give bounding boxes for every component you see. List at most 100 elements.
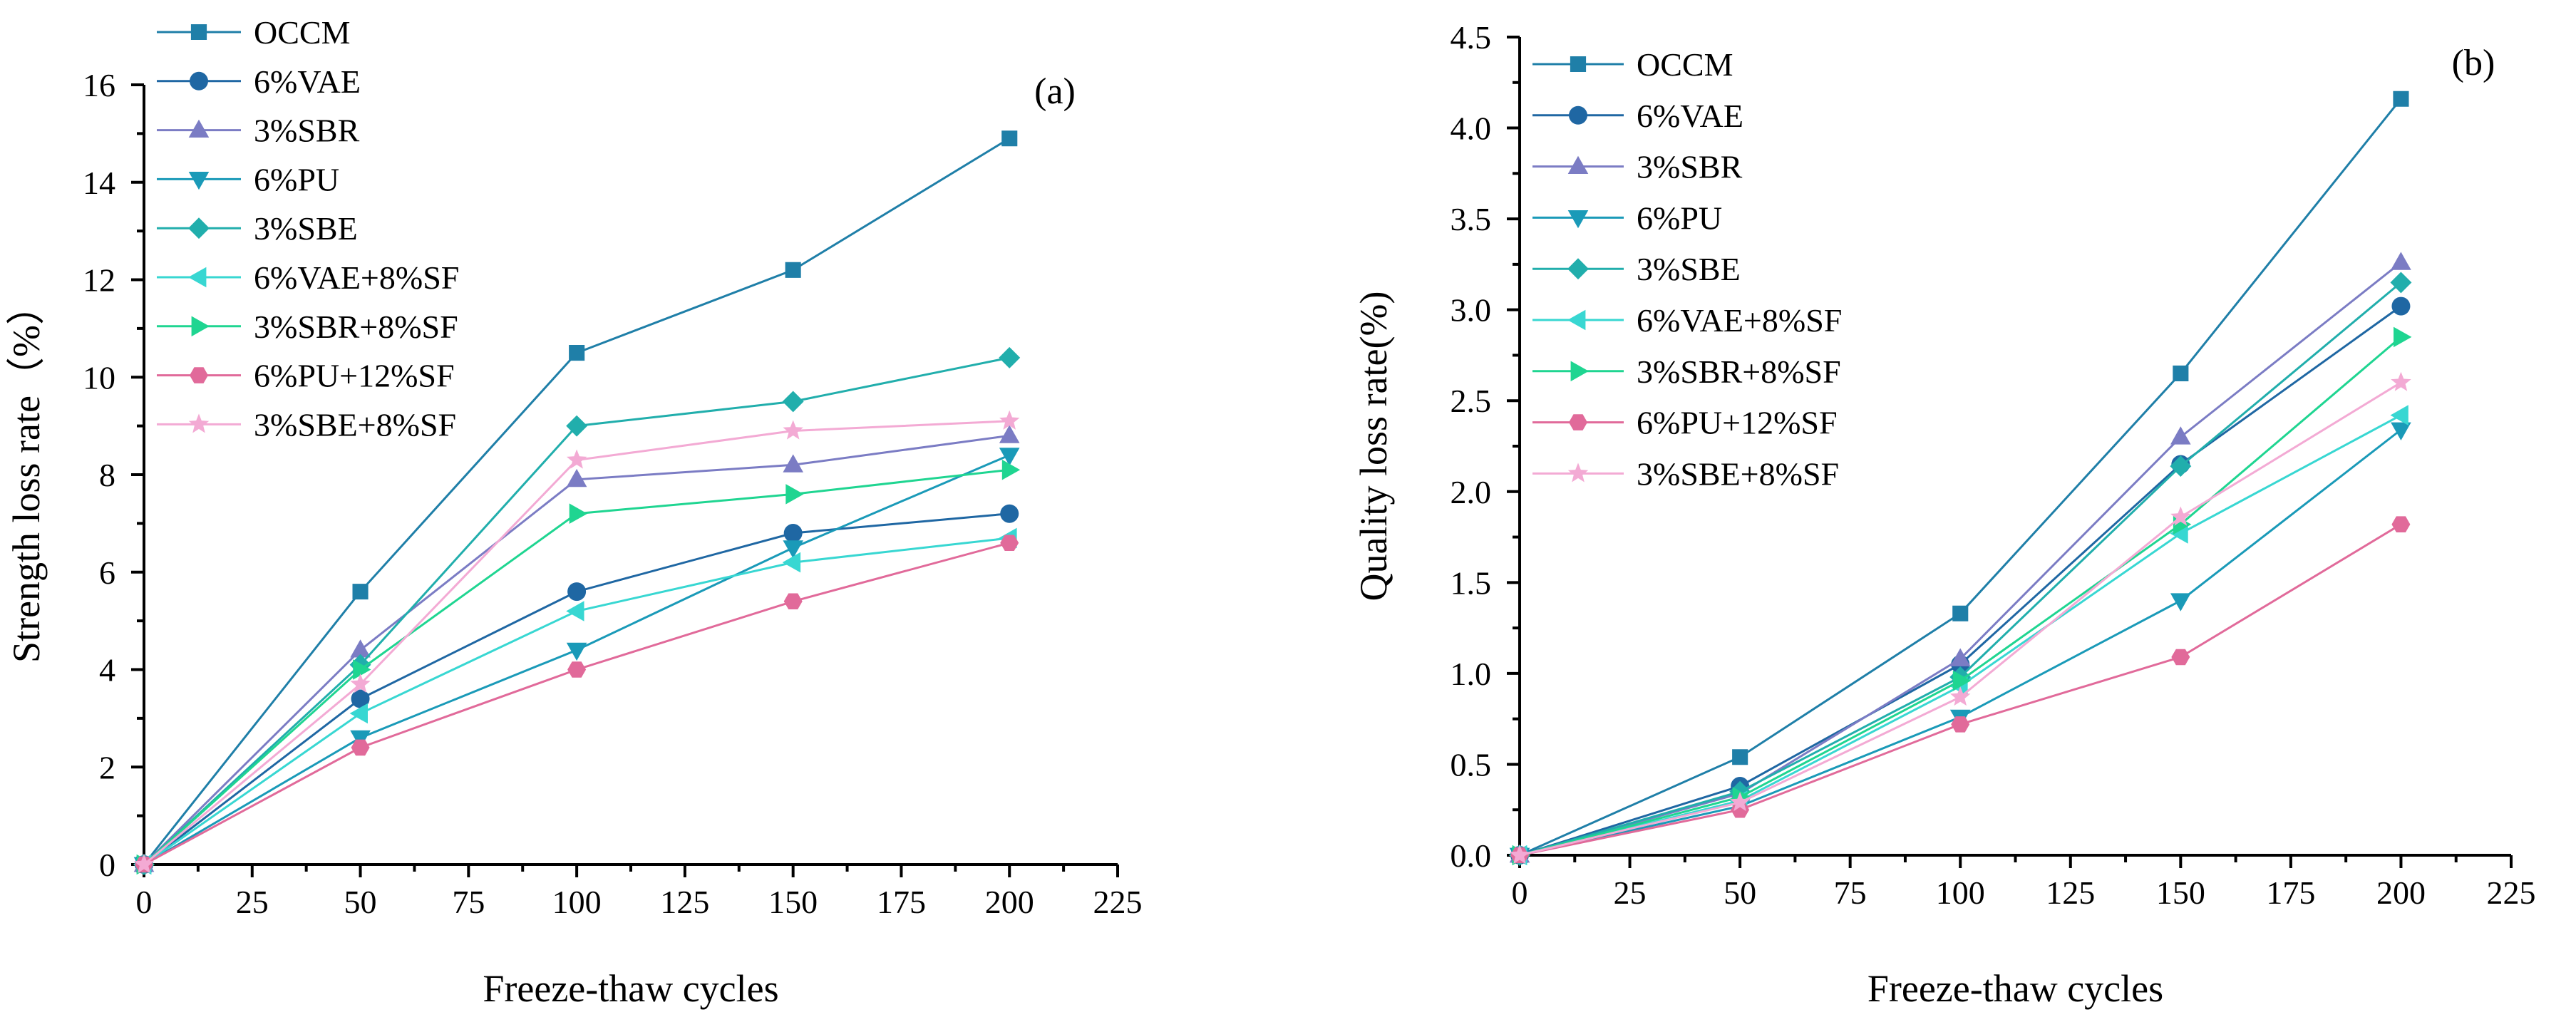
b-point-6pctpu-plus-12pctsf-150 <box>2171 649 2190 666</box>
b-point-3pctsbe-plus-8pctsf-200 <box>2391 371 2411 391</box>
a-y-axis-title: Strength loss rate（%） <box>5 287 48 663</box>
a-x-tick-label: 125 <box>660 884 709 920</box>
a-legend-label-occm: OCCM <box>254 14 350 51</box>
panel-b-quality-loss-chart: 0 25 50 75 100 125 150 175 200 225 0.0 0.5 1.0 1.5 2.0… <box>1352 19 2536 1010</box>
b-point-3pctsbe-plus-8pctsf-0 <box>1509 845 1530 865</box>
b-point-occm-200 <box>2393 91 2409 107</box>
a-series-occm <box>135 130 1018 872</box>
b-legend-label-6pctvae-plus-8pctsf: 6%VAE+8%SF <box>1637 302 1842 339</box>
a-point-3pctsbe-200 <box>999 346 1021 368</box>
b-legend-label-3pctsbr-plus-8pctsf: 3%SBR+8%SF <box>1637 353 1841 390</box>
b-series-3pctsbr <box>1509 252 2411 863</box>
a-point-6pctpu-plus-12pctsf-100 <box>567 661 587 678</box>
b-legend-label-occm: OCCM <box>1637 46 1733 83</box>
a-point-occm-50 <box>352 584 369 600</box>
b-x-tick-label: 0 <box>1512 874 1528 911</box>
b-point-3pctsbe-150 <box>2170 455 2192 477</box>
b-x-tick-label: 175 <box>2266 874 2315 911</box>
a-legend-marker-6pctvae <box>190 71 208 91</box>
b-point-6pctpu-plus-12pctsf-200 <box>2391 516 2411 532</box>
b-legend-marker-6pctvae <box>1569 105 1587 125</box>
a-legend-marker-6pctpu <box>188 172 210 190</box>
b-legend-marker-6pctpu-plus-12pctsf <box>1569 414 1587 430</box>
a-point-3pctsbe-plus-8pctsf-200 <box>999 410 1020 430</box>
a-point-3pctsbr-150 <box>783 454 803 473</box>
b-x-tick-label: 100 <box>1936 874 1985 911</box>
b-legend: OCCM 6%VAE 3%SBR 6%PU 3%SBE 6%VAE+8%SF 3%SBR+8… <box>1532 46 1842 492</box>
a-point-6pctpu-150 <box>783 540 803 559</box>
b-point-6pctpu-plus-12pctsf-100 <box>1951 716 1970 733</box>
panel-a-strength-loss-chart: 0 25 50 75 100 125 150 175 200 225 0 2 4 6 8 10 12 14 16 Fr… <box>5 14 1143 1010</box>
b-y-tick-label: 4.0 <box>1451 110 1492 147</box>
a-legend-label-6pctpu-plus-12pctsf: 6%PU+12%SF <box>254 358 455 394</box>
a-legend-marker-3pctsbr <box>188 119 210 138</box>
b-series-line-3pctsbr <box>1519 262 2402 857</box>
a-x-tick-label: 100 <box>552 884 602 920</box>
b-y-tick-label: 3.5 <box>1451 201 1492 237</box>
a-point-6pctpu-200 <box>999 448 1020 466</box>
a-y-tick-label: 16 <box>83 67 115 103</box>
a-x-tick-label: 150 <box>768 884 818 920</box>
a-point-3pctsbr-100 <box>566 468 587 487</box>
a-point-3pctsbr-plus-8pctsf-200 <box>1001 459 1021 480</box>
a-x-tick-label: 25 <box>236 884 269 920</box>
a-point-6pctpu-50 <box>350 730 371 749</box>
b-legend-marker-occm <box>1570 56 1587 72</box>
b-point-occm-50 <box>1732 749 1748 765</box>
b-legend-marker-3pctsbr <box>1567 155 1589 174</box>
b-legend-label-3pctsbr: 3%SBR <box>1637 149 1743 185</box>
a-x-tick-label: 175 <box>877 884 926 920</box>
a-point-3pctsbe-plus-8pctsf-150 <box>783 420 803 440</box>
a-y-tick-label: 6 <box>99 554 115 591</box>
a-legend-marker-3pctsbe <box>188 217 210 239</box>
a-x-tick-label: 50 <box>344 884 377 920</box>
a-y-tick-label: 2 <box>99 749 115 785</box>
a-point-6pctpu-100 <box>566 642 587 661</box>
b-y-tick-label: 3.0 <box>1451 292 1492 329</box>
b-y-tick-label: 4.5 <box>1451 19 1492 56</box>
b-y-tick-label: 1.5 <box>1451 564 1492 601</box>
b-legend-label-3pctsbe-plus-8pctsf: 3%SBE+8%SF <box>1637 455 1839 492</box>
a-legend-label-6pctvae-plus-8pctsf: 6%VAE+8%SF <box>254 259 459 296</box>
a-x-tick-label: 75 <box>452 884 485 920</box>
a-point-3pctsbr-200 <box>999 425 1020 443</box>
b-point-3pctsbe-plus-8pctsf-50 <box>1729 792 1751 812</box>
a-point-6pctvae-50 <box>351 689 370 708</box>
a-point-3pctsbr-plus-8pctsf-100 <box>569 503 588 524</box>
a-x-tick-label: 0 <box>136 884 153 920</box>
b-point-6pctvae-200 <box>2391 296 2411 316</box>
b-point-occm-150 <box>2173 365 2189 381</box>
b-legend-marker-3pctsbr-plus-8pctsf <box>1570 361 1589 382</box>
b-point-3pctsbr-plus-8pctsf-200 <box>2394 326 2412 348</box>
a-point-6pctvae-150 <box>783 524 803 543</box>
b-panel-label: (b) <box>2452 43 2495 83</box>
b-legend-label-6pctpu-plus-12pctsf: 6%PU+12%SF <box>1637 405 1838 441</box>
b-legend-label-6pctpu: 6%PU <box>1637 200 1722 236</box>
a-x-tick-label: 200 <box>985 884 1034 920</box>
b-point-3pctsbe-200 <box>2390 272 2412 294</box>
a-point-occm-100 <box>569 345 585 361</box>
a-legend-marker-occm <box>190 24 207 40</box>
b-point-occm-100 <box>1952 605 1969 621</box>
b-point-3pctsbr-150 <box>2170 426 2191 445</box>
a-x-axis-title: Freeze-thaw cycles <box>483 967 778 1010</box>
b-y-tick-label: 0.5 <box>1451 746 1492 783</box>
a-series-3pctsbe-plus-8pctsf <box>133 410 1020 874</box>
b-y-tick-label: 0.0 <box>1451 837 1492 874</box>
b-x-axis-title: Freeze-thaw cycles <box>1867 967 2163 1010</box>
a-point-6pctvae-plus-8pctsf-50 <box>349 703 368 724</box>
b-point-6pctpu-150 <box>2170 593 2191 611</box>
b-y-tick-label: 2.5 <box>1451 383 1492 419</box>
a-legend-label-3pctsbe: 3%SBE <box>254 210 358 247</box>
a-y-tick-label: 4 <box>99 652 115 688</box>
a-y-tick-label: 8 <box>99 457 115 493</box>
b-legend-marker-6pctvae-plus-8pctsf <box>1567 309 1586 331</box>
a-series-6pctvae-plus-8pctsf <box>133 527 1017 875</box>
a-point-occm-150 <box>785 262 801 278</box>
b-x-tick-label: 125 <box>2046 874 2095 911</box>
b-series-3pctsbe-plus-8pctsf <box>1509 371 2411 865</box>
a-point-6pctpu-plus-12pctsf-150 <box>783 593 803 609</box>
b-point-3pctsbr-200 <box>2391 252 2411 270</box>
a-point-6pctvae-plus-8pctsf-100 <box>566 601 584 621</box>
